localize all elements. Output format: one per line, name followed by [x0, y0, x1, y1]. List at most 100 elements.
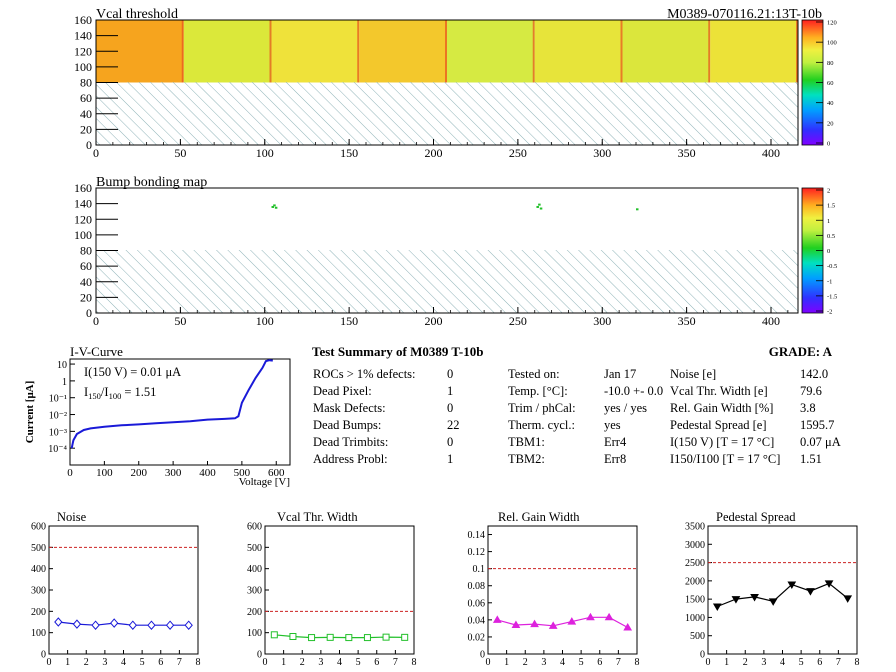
bump-y-tick-label: 140	[74, 197, 92, 211]
bump-x-tick-label: 400	[762, 314, 780, 328]
summary-label: Noise [e]	[670, 367, 716, 381]
summary-value: 0	[447, 367, 453, 381]
vcal-x-tick-label: 300	[593, 146, 611, 160]
roc-y-tick-label: 0.14	[468, 530, 486, 541]
roc-plot-frame	[487, 525, 638, 655]
vcal-y-tick-label: 120	[74, 44, 92, 58]
bump-y-tick-label: 60	[80, 259, 92, 273]
roc-x-tick-label: 2	[84, 657, 89, 668]
bump-x-tick-label: 100	[256, 314, 274, 328]
roc-y-tick-label: 200	[247, 607, 262, 618]
roc-point	[401, 633, 409, 641]
roc-point	[91, 620, 100, 630]
iv-x-tick-label: 600	[268, 467, 285, 479]
roc-y-tick-label: 0.02	[468, 632, 486, 643]
iv-title: I-V-Curve	[70, 344, 123, 359]
bump-x-tick-label: 250	[509, 314, 527, 328]
test-summary: Test Summary of M0389 T-10b GRADE: A ROC…	[312, 344, 841, 466]
roc-y-tick-label: 400	[247, 564, 262, 575]
bump-axes: 0 50 100 150 200 250 300 350 4000204060801001201…	[74, 181, 789, 328]
vcal-threshold-map: Vcal threshold M0389-070116.21:13T-10b 0…	[74, 7, 837, 160]
roc-x-tick-label: 5	[140, 657, 145, 668]
bump-cbar-label: 0	[827, 248, 830, 255]
vcal-cbar-label: 100	[827, 40, 837, 47]
roc-y-tick-label: 600	[247, 522, 262, 533]
summary-value: 3.8	[800, 401, 816, 415]
roc-y-tick-label: 0	[257, 650, 262, 661]
summary-value: -10.0 +- 0.0	[604, 384, 663, 398]
bump-point	[274, 206, 278, 209]
roc-y-tick-label: 3000	[685, 540, 705, 551]
roc-point	[165, 620, 175, 630]
roc-x-tick-label: 2	[743, 657, 748, 668]
roc-y-tick-label: 300	[31, 586, 46, 597]
bump-y-tick-label: 100	[74, 228, 92, 242]
roc-x-tick-label: 8	[635, 657, 640, 668]
roc-y-tick-label: 0.1	[473, 564, 486, 575]
summary-label: Pedestal Spread [e]	[670, 418, 767, 432]
roc-plot-frame	[264, 525, 415, 655]
roc-x-tick-label: 3	[318, 657, 323, 668]
vcal-y-tick-label: 0	[86, 138, 92, 152]
roc-x-tick-label: 3	[541, 657, 546, 668]
vcal-y-tick-label: 160	[74, 13, 92, 27]
roc-plot-frame	[707, 525, 858, 655]
summary-value: 79.6	[800, 384, 822, 398]
iv-annotation-ratio: I150/I100 = 1.51	[84, 385, 156, 401]
roc-x-tick-label: 0	[486, 657, 491, 668]
bump-y-tick-label: 40	[80, 275, 92, 289]
summary-label: Address Probl:	[313, 452, 388, 466]
summary-value: yes	[604, 418, 621, 432]
roc-plot-vcal-thr-width: Vcal Thr. Width 0 1 2 3 4 5 6 7 8 0 100 200 300 400 500…	[247, 510, 417, 668]
roc-x-tick-label: 3	[102, 657, 107, 668]
roc-x-tick-label: 7	[616, 657, 621, 668]
roc-point	[712, 603, 722, 611]
vcal-x-tick-label: 400	[762, 146, 780, 160]
roc-point	[270, 631, 278, 639]
summary-value: 0.07 μA	[800, 435, 841, 449]
roc-x-tick-label: 7	[177, 657, 182, 668]
bump-point	[271, 205, 274, 208]
roc-point	[184, 620, 193, 630]
roc-plot-title: Pedestal Spread	[716, 510, 796, 524]
roc-x-tick-label: 6	[158, 657, 163, 668]
roc-y-tick-label: 200	[31, 607, 46, 618]
roc-x-tick-label: 1	[504, 657, 509, 668]
roc-point	[586, 612, 595, 621]
summary-value: 1595.7	[800, 418, 834, 432]
roc-point	[110, 618, 119, 628]
summary-label: Therm. cycl.:	[508, 418, 575, 432]
roc-x-tick-label: 6	[597, 657, 602, 668]
roc-y-tick-label: 0	[41, 650, 46, 661]
roc-plot-noise: Noise 0 1 2 3 4 5 6 7 8 0 100 200 300 400 500 600	[31, 510, 201, 668]
roc-point	[843, 595, 853, 603]
bump-bonding-map: Bump bonding map 0 50 100 150 200 250 300 350 40…	[74, 175, 837, 328]
roc-point	[54, 617, 63, 627]
roc-x-tick-label: 4	[780, 657, 785, 668]
vcal-cbar-label: 40	[827, 100, 834, 107]
roc-point	[530, 619, 539, 628]
roc-point	[750, 593, 759, 602]
bump-point	[538, 203, 541, 206]
roc-x-tick-label: 4	[560, 657, 565, 668]
roc-point	[128, 620, 137, 630]
vcal-y-tick-label: 100	[74, 60, 92, 74]
bump-y-tick-label: 80	[80, 244, 92, 258]
roc-x-tick-label: 4	[337, 657, 342, 668]
roc-y-tick-label: 500	[31, 543, 46, 554]
summary-label: Dead Bumps:	[313, 418, 381, 432]
vcal-threshold-title: Vcal threshold	[96, 7, 178, 22]
roc-point	[731, 596, 741, 604]
bump-cbar-label: -1	[827, 278, 832, 285]
roc-x-tick-label: 2	[523, 657, 528, 668]
vcal-x-tick-label: 50	[174, 146, 186, 160]
vcal-cbar-label: 60	[827, 80, 834, 87]
roc-y-tick-label: 100	[31, 628, 46, 639]
roc-x-tick-label: 5	[799, 657, 804, 668]
roc-edge	[445, 20, 447, 83]
summary-rows: ROCs > 1% defects: 0 Dead Pixel: 1 Mask Defe…	[313, 367, 841, 466]
roc-plot-title: Noise	[57, 510, 87, 524]
roc-plot-pedestal-spread: Pedestal Spread 0 1 2 3 4 5 6 7 8 0 500 1000 1500 2000…	[685, 510, 860, 668]
roc-x-tick-label: 8	[196, 657, 201, 668]
iv-y-tick-label: 10⁻¹	[49, 394, 67, 405]
